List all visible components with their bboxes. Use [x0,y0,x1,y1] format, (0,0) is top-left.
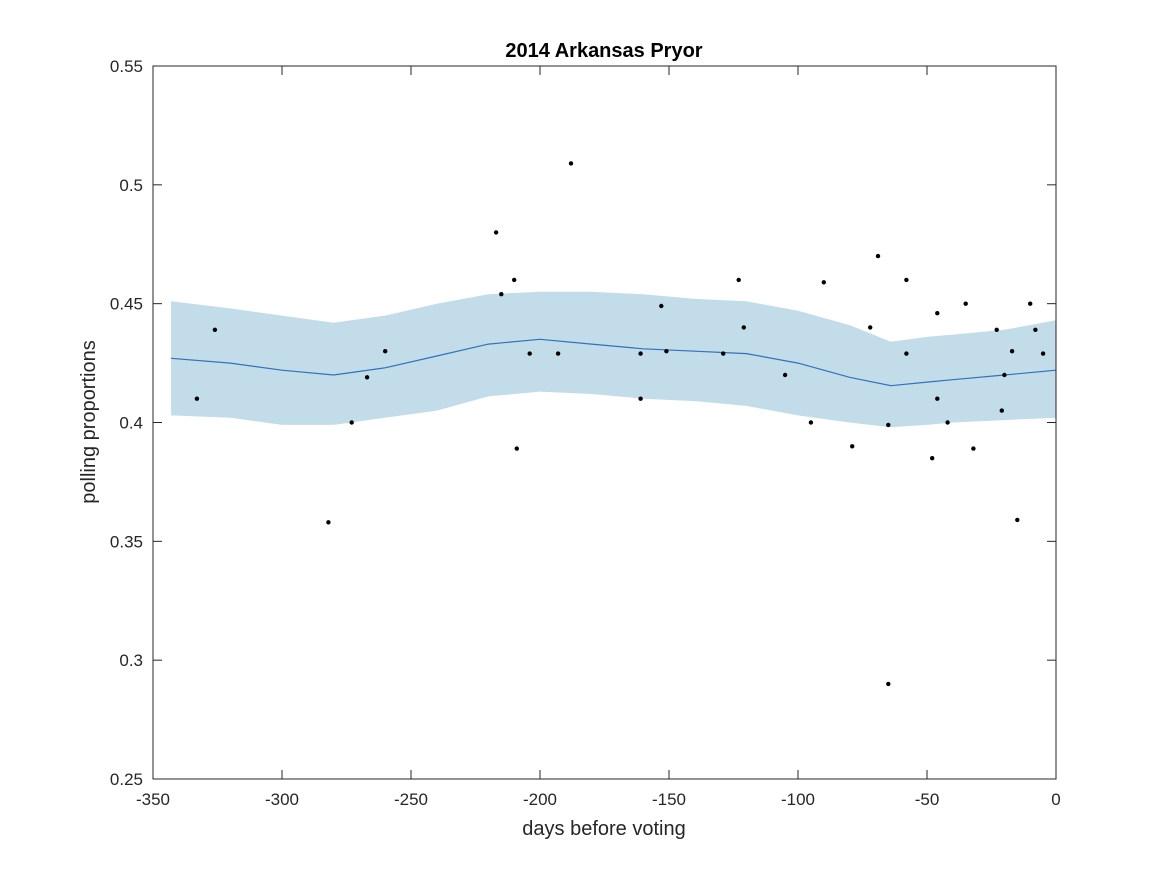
data-point [212,327,218,332]
data-point [527,351,532,356]
data-point [1015,517,1020,523]
data-point [904,277,909,283]
data-point [963,301,968,306]
data-point [721,351,726,356]
data-point [512,277,517,283]
data-point [935,311,940,316]
data-point [1028,301,1033,306]
data-point [935,396,940,401]
y-tick-label: 0.45 [110,295,143,314]
data-point [194,396,200,401]
data-point [364,375,370,380]
data-point [904,351,909,356]
y-tick-label: 0.4 [119,414,143,433]
data-point [886,422,891,428]
data-point [1040,351,1046,356]
x-tick-label: -250 [394,790,428,809]
trend-line [171,338,1057,387]
x-tick-label: -350 [136,790,170,809]
data-point [499,292,504,297]
x-tick-label: -50 [915,790,940,809]
ticks-layer: -350 -300 -250 -200 -150 -100 -50 0 0.25 0.3 0.35 0… [110,57,1061,809]
x-tick-label: -300 [265,790,299,809]
data-points-layer [194,161,1046,687]
data-point [638,351,643,356]
data-point [1033,327,1038,332]
data-point [664,349,669,354]
data-point [808,420,814,425]
x-tick-label: -100 [781,790,815,809]
data-point [782,372,788,378]
y-tick-label: 0.35 [110,532,143,551]
data-point [736,277,741,283]
chart-title: 2014 Arkansas Pryor [505,40,702,62]
confidence-band [171,291,1057,428]
data-point [741,325,746,330]
data-point [555,351,561,356]
data-point [493,230,499,235]
data-point [945,420,950,425]
x-axis-label: days before voting [522,818,685,840]
data-point [850,444,855,449]
data-point [886,681,891,687]
data-point [999,408,1004,413]
data-point [568,161,574,166]
data-point [349,420,354,425]
confidence-band-layer [171,291,1057,428]
data-point [659,303,664,309]
x-tick-label: 0 [1051,790,1060,809]
trend-line-layer [171,338,1057,387]
data-point [1002,372,1007,378]
data-point [326,520,331,525]
data-point [383,349,388,354]
y-tick-label: 0.25 [110,770,143,789]
x-tick-label: -150 [652,790,686,809]
data-point [638,396,643,401]
y-tick-label: 0.3 [119,651,143,670]
data-point [514,446,519,451]
data-point [875,253,881,259]
data-point [868,325,873,330]
y-axis-label: polling proportions [78,340,100,503]
y-tick-label: 0.5 [119,176,143,195]
data-point [971,446,976,451]
data-point [1009,349,1015,354]
x-tick-label: -200 [523,790,557,809]
y-tick-label: 0.55 [110,57,143,76]
data-point [994,327,999,332]
data-point [930,456,935,461]
data-point [821,280,826,285]
